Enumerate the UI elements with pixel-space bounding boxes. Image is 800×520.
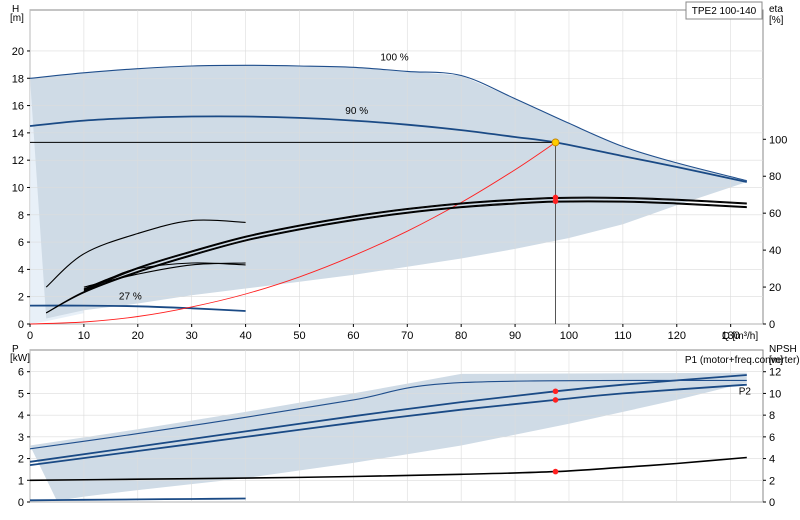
- head-y-tick-label-10: 20: [12, 46, 24, 58]
- label-90-percent: 90 %: [345, 106, 368, 117]
- x-tick-label-11: 110: [614, 330, 632, 342]
- head-y2-tick-label-4: 80: [769, 171, 781, 183]
- power-y2-tick-label-3: 6: [769, 432, 775, 444]
- power-y2-tick-label-2: 4: [769, 454, 775, 466]
- head-y-tick-label-7: 14: [12, 128, 24, 140]
- head-y2label: eta: [769, 4, 783, 15]
- power-duty-marker-0: [552, 388, 559, 395]
- x-tick-label-5: 50: [293, 330, 305, 342]
- x-tick-label-2: 20: [132, 330, 144, 342]
- power-y-tick-label-5: 5: [18, 388, 24, 400]
- head-ylabel-unit: [m]: [10, 13, 24, 24]
- power-y-tick-label-1: 1: [18, 475, 24, 487]
- x-tick-label-9: 90: [509, 330, 521, 342]
- x-tick-label-8: 80: [455, 330, 467, 342]
- head-y2-tick-label-0: 0: [769, 319, 775, 331]
- npsh-duty-marker: [552, 468, 559, 475]
- power-y-tick-label-0: 0: [18, 497, 24, 509]
- head-series-3: [29, 142, 556, 325]
- label-27-percent: 27 %: [119, 291, 142, 302]
- power-y2-tick-label-5: 10: [769, 388, 781, 400]
- head-efficiency-curve-2: [83, 197, 747, 292]
- x-tick-label-4: 40: [239, 330, 251, 342]
- power-duty-marker-1: [552, 397, 559, 403]
- head-y2-tick-label-1: 20: [769, 282, 781, 294]
- head-y-tick-label-9: 18: [12, 73, 24, 85]
- head-ylabel: H: [12, 4, 19, 15]
- label-100-percent: 100 %: [380, 53, 408, 64]
- label-p2: P2: [739, 387, 752, 398]
- head-y-tick-label-2: 4: [18, 264, 24, 276]
- power-series-2: [29, 379, 747, 450]
- head-efficiency-curve-4: [83, 262, 246, 290]
- power-ylabel: P: [12, 344, 19, 355]
- x-tick-label-1: 10: [78, 330, 90, 342]
- power-y-tick-label-3: 3: [18, 432, 24, 444]
- head-series-2: [29, 304, 246, 312]
- head-efficiency-curve-6: [83, 262, 246, 288]
- x-tick-label-6: 60: [347, 330, 359, 342]
- power-series-1: [29, 383, 747, 466]
- head-y-tick-label-6: 12: [12, 155, 24, 167]
- power-y2label: NPSH: [769, 344, 797, 355]
- power-y2-tick-label-4: 8: [769, 410, 775, 422]
- power-y-tick-label-4: 4: [18, 410, 24, 422]
- duty-point-marker: [551, 138, 560, 147]
- head-y2-tick-label-2: 40: [769, 245, 781, 257]
- head-y2label-unit: [%]: [769, 15, 784, 26]
- eta-duty-marker-1: [552, 194, 559, 201]
- head-y-tick-label-3: 6: [18, 237, 24, 249]
- head-y-tick-label-4: 8: [18, 210, 24, 222]
- x-tick-label-3: 30: [186, 330, 198, 342]
- power-y2-tick-label-6: 12: [769, 367, 781, 379]
- power-series-0: [29, 374, 747, 463]
- head-y-tick-label-1: 2: [18, 292, 24, 304]
- x-tick-label-0: 0: [27, 330, 33, 342]
- head-operating-envelope: [30, 65, 747, 319]
- x-tick-label-10: 100: [560, 330, 578, 342]
- power-series-3: [29, 497, 246, 502]
- power-y2-tick-label-1: 2: [769, 475, 775, 487]
- power-y2-tick-label-0: 0: [769, 497, 775, 509]
- model-label: TPE2 100-140: [692, 6, 757, 17]
- head-efficiency-curve-1: [45, 200, 747, 314]
- model-label-box: [685, 1, 763, 20]
- head-y-tick-label-5: 10: [12, 182, 24, 194]
- head-y-tick-label-0: 0: [18, 319, 24, 331]
- npsh-curve: [29, 456, 747, 482]
- head-y-tick-label-8: 16: [12, 101, 24, 113]
- x-axis-label: Q [m³/h]: [722, 331, 758, 342]
- head-y2-tick-label-3: 60: [769, 208, 781, 220]
- head-efficiency-curve-5: [45, 219, 246, 288]
- label-p1: P1 (motor+freq.converter): [685, 355, 800, 366]
- head-efficiency-curve-0: [45, 201, 747, 314]
- power-y-tick-label-2: 2: [18, 454, 24, 466]
- x-tick-label-7: 70: [401, 330, 413, 342]
- power-ylabel-unit: [kW]: [10, 353, 30, 364]
- head-series-1: [29, 115, 747, 183]
- x-tick-label-12: 120: [668, 330, 686, 342]
- head-efficiency-curve-3: [83, 196, 747, 291]
- head-series-0: [29, 64, 747, 182]
- power-y-tick-label-6: 6: [18, 367, 24, 379]
- x-tick-label-13: 130: [721, 330, 739, 342]
- head-y2-tick-label-5: 100: [769, 134, 787, 146]
- power-y2label-unit: [m]: [769, 355, 783, 366]
